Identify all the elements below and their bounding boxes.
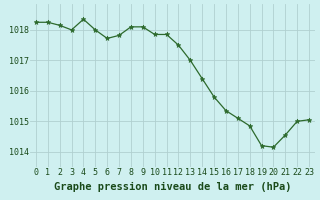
X-axis label: Graphe pression niveau de la mer (hPa): Graphe pression niveau de la mer (hPa) — [54, 182, 291, 192]
